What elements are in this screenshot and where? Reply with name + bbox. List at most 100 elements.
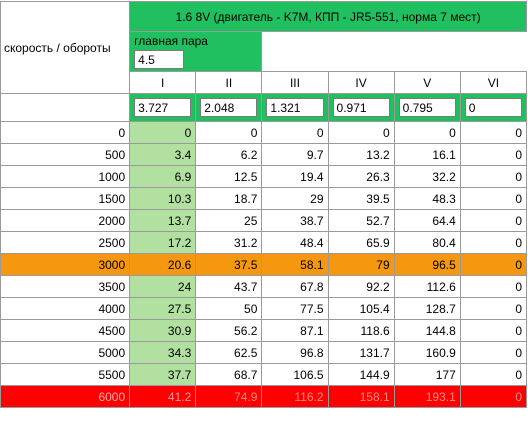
speed-cell: 48.3 — [393, 187, 461, 210]
speed-cell: 32.2 — [393, 165, 461, 188]
main-pair-cell: главная пара — [129, 31, 263, 72]
speed-cell: 74.9 — [195, 385, 263, 408]
gear-ratio-input-4[interactable] — [332, 98, 390, 117]
speed-cell: 37.5 — [195, 253, 263, 276]
speed-cell: 6.9 — [129, 165, 197, 188]
gear-ratio-cell-3 — [261, 93, 329, 122]
main-pair-input[interactable] — [134, 50, 185, 69]
rpm-cell: 2000 — [0, 209, 131, 232]
speed-cell: 144.9 — [327, 363, 395, 386]
table-row: 4500 30.9 56.2 87.1 118.6 144.8 0 — [0, 319, 528, 342]
rpm-cell: 5000 — [0, 341, 131, 364]
table-title: 1.6 8V (двигатель - K7M, КПП - JR5-551, … — [129, 1, 527, 32]
rpm-cell: 1000 — [0, 165, 131, 188]
speed-cell: 0 — [459, 231, 528, 254]
speed-cell: 0 — [459, 187, 528, 210]
speed-cell: 37.7 — [129, 363, 197, 386]
speed-cell: 34.3 — [129, 341, 197, 364]
gear-name-2: II — [195, 71, 263, 94]
speed-cell: 13.2 — [327, 143, 395, 166]
gear-speed-table: скорость / обороты 1.6 8V (двигатель - K… — [0, 1, 528, 408]
gear-ratio-cell-1 — [129, 93, 197, 122]
speed-cell: 193.1 — [393, 385, 461, 408]
speed-cell: 0 — [459, 385, 528, 408]
rpm-cell: 500 — [0, 143, 131, 166]
speed-cell: 0 — [195, 121, 263, 144]
gear-ratio-input-5[interactable] — [398, 98, 456, 117]
speed-cell: 0 — [459, 209, 528, 232]
table-row: 1000 6.9 12.5 19.4 26.3 32.2 0 — [0, 165, 528, 188]
speed-cell: 50 — [195, 297, 263, 320]
rpm-cell: 4500 — [0, 319, 131, 342]
speed-cell: 39.5 — [327, 187, 395, 210]
table-row: 3000 20.6 37.5 58.1 79 96.5 0 — [0, 253, 528, 276]
speed-cell: 30.9 — [129, 319, 197, 342]
speed-cell: 29 — [261, 187, 329, 210]
gear-ratios-row — [0, 93, 528, 122]
gear-ratio-input-1[interactable] — [134, 98, 192, 117]
speed-cell: 80.4 — [393, 231, 461, 254]
speed-cell: 12.5 — [195, 165, 263, 188]
table-row: 2500 17.2 31.2 48.4 65.9 80.4 0 — [0, 231, 528, 254]
speed-cell: 20.6 — [129, 253, 197, 276]
speed-cell: 0 — [459, 143, 528, 166]
speed-cell: 18.7 — [195, 187, 263, 210]
speed-cell: 160.9 — [393, 341, 461, 364]
gear-ratio-cell-6 — [459, 93, 528, 122]
speed-cell: 31.2 — [195, 231, 263, 254]
speed-cell: 105.4 — [327, 297, 395, 320]
rpm-cell: 0 — [0, 121, 131, 144]
rpm-cell: 2500 — [0, 231, 131, 254]
rpm-cell: 3500 — [0, 275, 131, 298]
speed-cell: 0 — [393, 121, 461, 144]
gear-name-1: I — [129, 71, 197, 94]
gear-ratio-input-3[interactable] — [266, 98, 324, 117]
table-row: 5500 37.7 68.7 106.5 144.9 177 0 — [0, 363, 528, 386]
speed-cell: 24 — [129, 275, 197, 298]
speed-cell: 87.1 — [261, 319, 329, 342]
rpm-cell: 3000 — [0, 253, 131, 276]
speed-cell: 48.4 — [261, 231, 329, 254]
gear-names-row: I II III IV V VI — [1, 71, 528, 94]
speed-cell: 58.1 — [261, 253, 329, 276]
gear-name-5: V — [393, 71, 461, 94]
speed-cell: 67.8 — [261, 275, 329, 298]
speed-cell: 92.2 — [327, 275, 395, 298]
speed-cell: 96.5 — [393, 253, 461, 276]
speed-cell: 65.9 — [327, 231, 395, 254]
speed-cell: 158.1 — [327, 385, 395, 408]
speed-cell: 52.7 — [327, 209, 395, 232]
speed-cell: 6.2 — [195, 143, 263, 166]
rpm-cell: 5500 — [0, 363, 131, 386]
gear-ratio-input-2[interactable] — [200, 98, 258, 117]
speed-cell: 77.5 — [261, 297, 329, 320]
speed-cell: 64.4 — [393, 209, 461, 232]
speed-cell: 79 — [327, 253, 395, 276]
speed-cell: 3.4 — [129, 143, 197, 166]
row-label: скорость / обороты — [0, 1, 131, 94]
speed-cell: 62.5 — [195, 341, 263, 364]
gear-ratio-cell-5 — [393, 93, 461, 122]
speed-cell: 0 — [459, 319, 528, 342]
speed-cell: 96.8 — [261, 341, 329, 364]
speed-cell: 27.5 — [129, 297, 197, 320]
speed-cell: 17.2 — [129, 231, 197, 254]
speed-cell: 0 — [459, 165, 528, 188]
table-row: 1500 10.3 18.7 29 39.5 48.3 0 — [0, 187, 528, 210]
rpm-cell: 6000 — [0, 385, 131, 408]
speed-cell: 9.7 — [261, 143, 329, 166]
speed-cell: 16.1 — [393, 143, 461, 166]
speed-cell: 112.6 — [393, 275, 461, 298]
table-row: 5000 34.3 62.5 96.8 131.7 160.9 0 — [0, 341, 528, 364]
main-pair-label: главная пара — [134, 34, 208, 48]
empty-header-space — [261, 31, 527, 72]
speed-cell: 177 — [393, 363, 461, 386]
speed-cell: 0 — [459, 341, 528, 364]
speed-cell: 68.7 — [195, 363, 263, 386]
gear-ratio-input-6[interactable] — [464, 98, 522, 117]
speed-cell: 0 — [327, 121, 395, 144]
speed-cell: 25 — [195, 209, 263, 232]
speed-cell: 106.5 — [261, 363, 329, 386]
gear-name-6: VI — [459, 71, 528, 94]
